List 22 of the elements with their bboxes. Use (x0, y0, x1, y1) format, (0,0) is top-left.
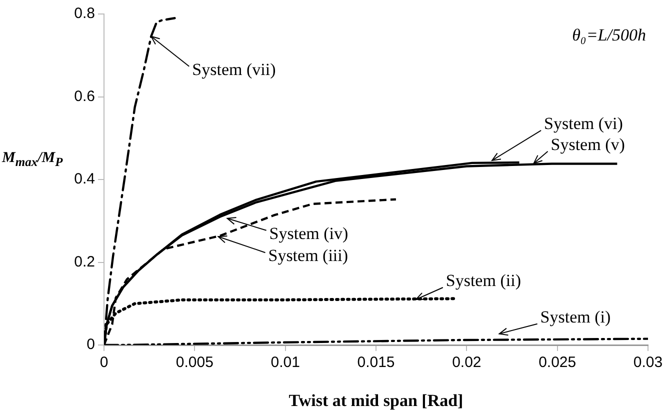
x-tick-label: 0 (100, 354, 108, 372)
x-tick-label: 0.005 (176, 354, 214, 372)
annotation: System (iii) (268, 246, 348, 266)
x-tick-label: 0.015 (357, 354, 395, 372)
annotation: System (ii) (446, 270, 521, 290)
annotation: System (v) (550, 134, 625, 154)
y-axis-title: M$_{max}$/M$_{P}$ (2, 150, 63, 170)
x-tick-label: 0.03 (633, 354, 663, 372)
annotation: θ₀=L/500h (572, 25, 646, 44)
x-tick-label: 0.01 (270, 354, 300, 372)
x-axis-title: Twist at mid span [Rad] (288, 391, 464, 410)
y-tick-label: 0.2 (74, 253, 95, 270)
y-tick-label: 0.6 (74, 88, 95, 105)
annotation: System (vii) (192, 60, 276, 79)
y-tick-label: 0 (86, 336, 95, 354)
x-tick-label: 0.025 (538, 354, 576, 372)
annotation: System (i) (540, 307, 611, 326)
y-tick-label: 0.8 (74, 5, 95, 22)
x-tick-label: 0.02 (452, 354, 482, 372)
annotation: System (vi) (544, 114, 623, 133)
y-tick-label: 0.4 (74, 170, 95, 188)
annotation: System (iv) (269, 224, 348, 243)
